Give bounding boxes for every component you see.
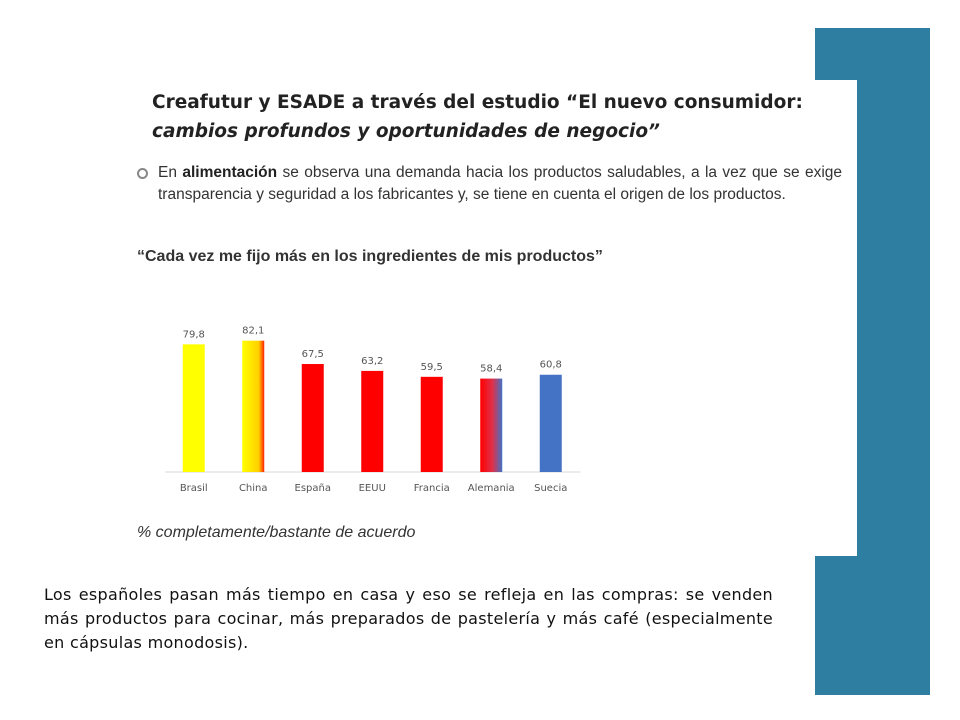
heading-line-2: cambios profundos y oportunidades de neg… [152, 121, 660, 142]
bullet-text-after: se observa una demanda hacia los product… [158, 164, 843, 203]
chart-footnote: % completamente/bastante de acuerdo [137, 524, 416, 541]
bullet-text-before: En [158, 164, 183, 181]
bar-brasil [182, 344, 205, 472]
bullet-emphasis: alimentación [182, 164, 278, 181]
bar-francia [420, 376, 443, 472]
x-tick-label: España [295, 483, 331, 494]
data-label: 63,2 [361, 356, 383, 367]
x-tick-label: EEUU [359, 483, 386, 494]
bar-alemania [480, 378, 503, 472]
bullet-circle-icon [137, 168, 148, 179]
bar-china [242, 340, 265, 472]
data-label: 59,5 [421, 362, 443, 373]
bar-eeuu [361, 370, 384, 472]
bar-españa [301, 364, 324, 472]
x-tick-label: Suecia [534, 483, 567, 494]
x-tick-label: Brasil [180, 483, 208, 494]
heading-line-1: Creafutur y ESADE a través del estudio “… [152, 92, 803, 113]
bar-chart: 79,8 Brasil 82,1 China 67,5 España 63,2 EEUU 59,… [165, 326, 581, 494]
accent-notch [815, 80, 857, 556]
x-tick-label: Alemania [468, 483, 515, 494]
data-label: 58,4 [480, 364, 502, 375]
chart-bars: 79,8 Brasil 82,1 China 67,5 España 63,2 EEUU 59,… [165, 326, 581, 494]
bar-suecia [539, 374, 562, 472]
body-paragraph: Los españoles pasan más tiempo en casa y… [44, 585, 773, 652]
data-label: 67,5 [302, 349, 324, 360]
slide-heading: Creafutur y ESADE a través del estudio “… [152, 88, 832, 146]
chart-quote-heading: “Cada vez me fijo más en los ingrediente… [137, 248, 603, 265]
data-label: 82,1 [242, 326, 264, 337]
data-label: 60,8 [540, 360, 562, 371]
x-tick-label: Francia [414, 483, 450, 494]
x-tick-label: China [239, 483, 268, 494]
bullet-paragraph: En alimentación se observa una demanda h… [158, 162, 842, 206]
data-label: 79,8 [183, 329, 205, 340]
